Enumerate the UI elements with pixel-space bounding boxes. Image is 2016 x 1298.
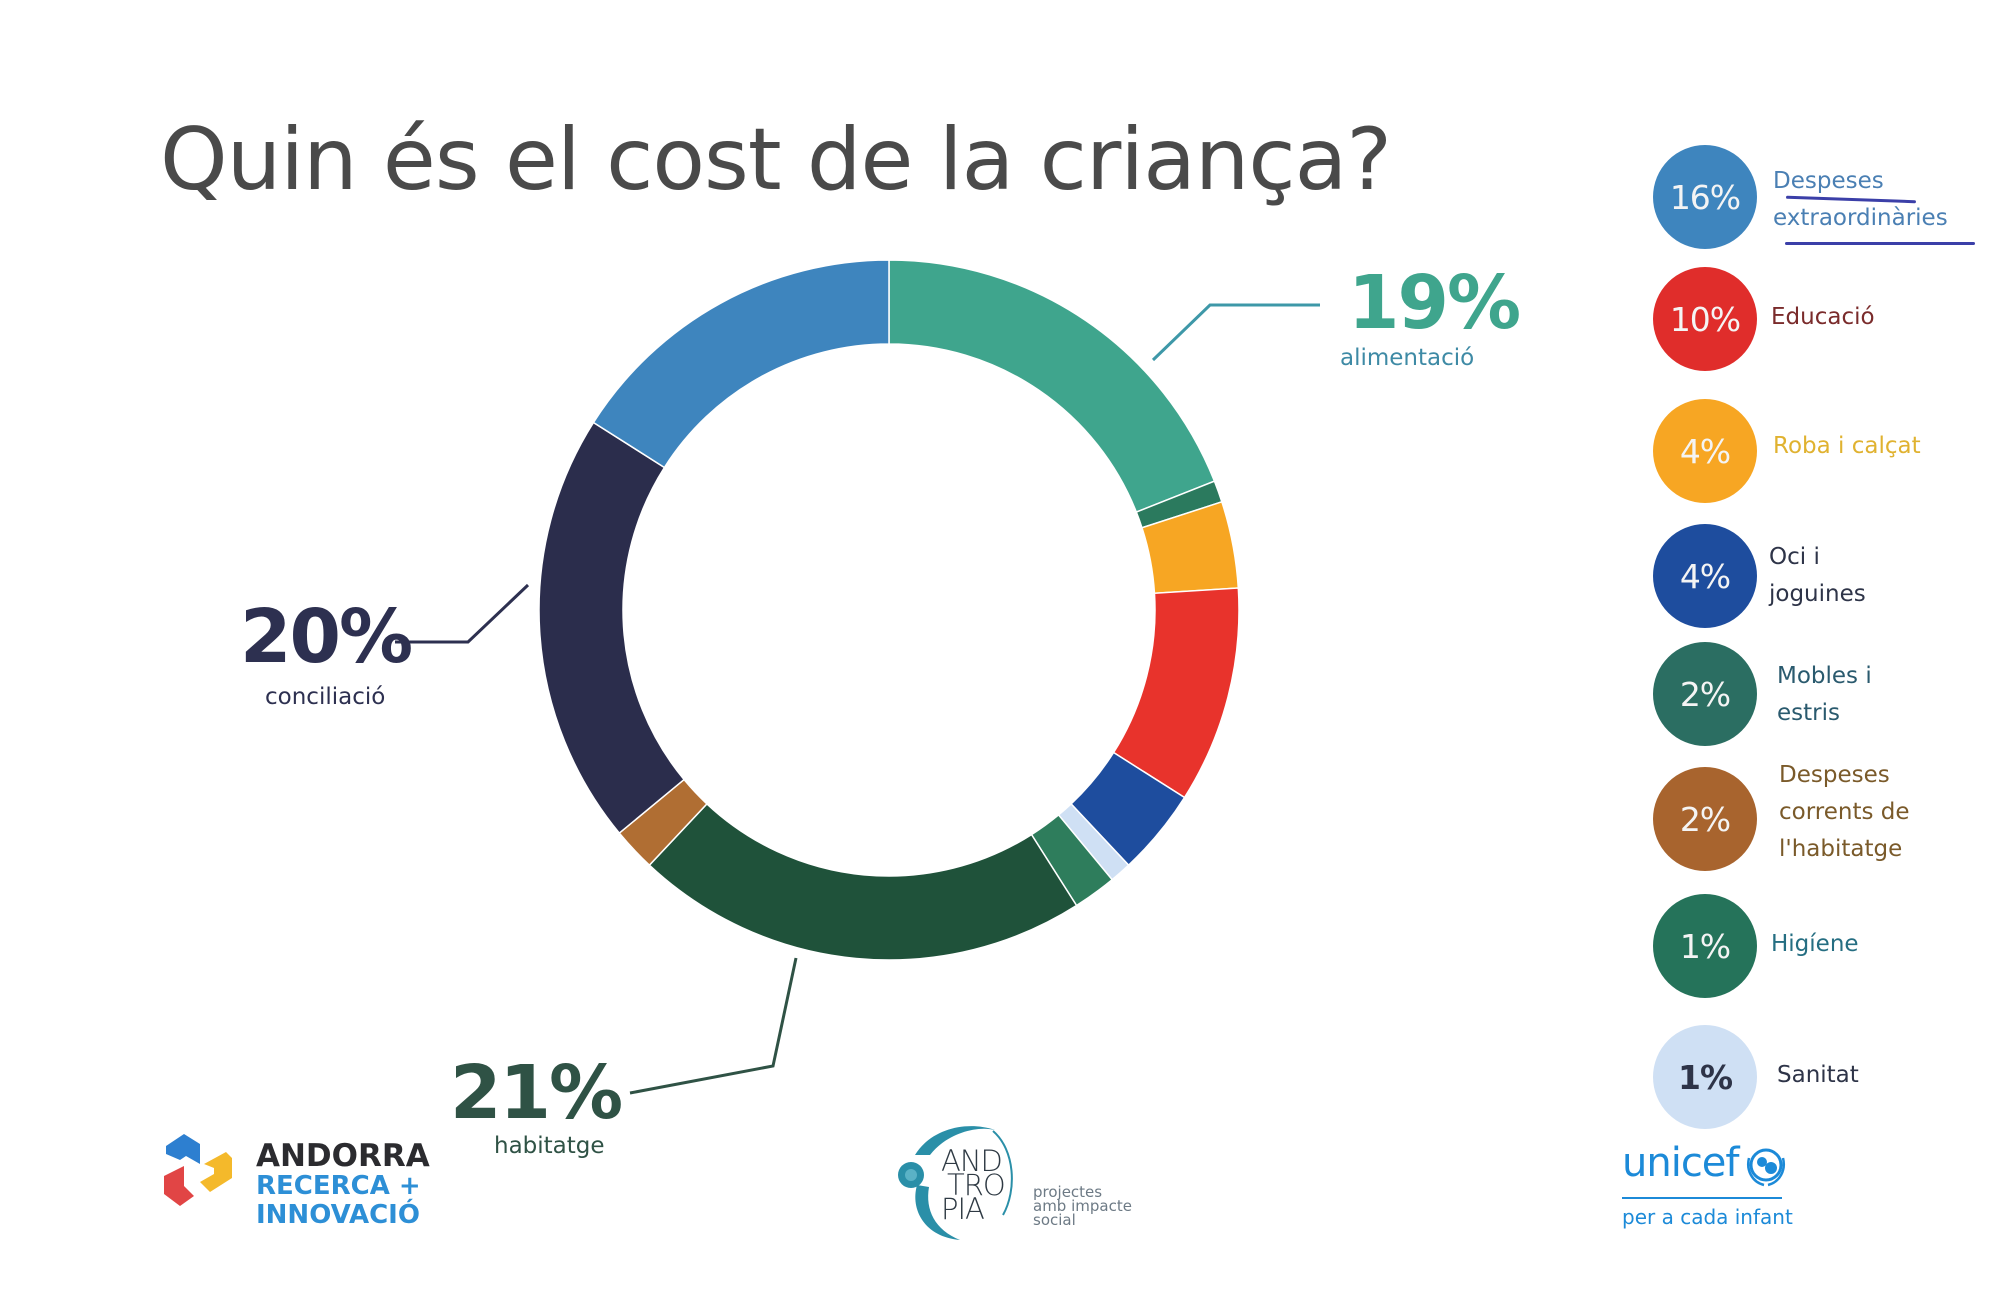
legend-dot: 4% bbox=[1653, 524, 1757, 628]
antropia-logo: AND TRO PIA projectes amb impacte social bbox=[885, 1115, 1185, 1245]
donut-slice-alimentacio bbox=[888, 259, 1216, 514]
callout-habitatge-pct: 21% bbox=[450, 1050, 623, 1136]
callout-conciliacio-label: conciliació bbox=[265, 684, 386, 710]
legend-dot: 16% bbox=[1653, 145, 1757, 249]
legend-item: 10% Educació bbox=[1653, 267, 1993, 377]
legend-item: 2% Mobles i estris bbox=[1653, 642, 1993, 752]
pen-underline bbox=[1785, 242, 1975, 245]
legend-label-line: Roba i calçat bbox=[1773, 433, 1921, 459]
legend-item: 2% Despeses corrents de l'habitatge bbox=[1653, 762, 1993, 885]
legend-pct: 10% bbox=[1669, 299, 1741, 339]
legend-dot: 4% bbox=[1653, 399, 1757, 503]
legend-dot: 1% bbox=[1653, 894, 1757, 998]
antropia-tagline: projectes amb impacte social bbox=[1033, 1183, 1132, 1229]
unicef-wordmark: unicef bbox=[1622, 1140, 1739, 1186]
legend-label-line: Despeses bbox=[1779, 762, 1890, 788]
legend-label-line: Sanitat bbox=[1777, 1062, 1859, 1088]
legend-label-line: joguines bbox=[1769, 581, 1866, 607]
legend-item: 4% Roba i calçat bbox=[1653, 399, 1993, 509]
andorra-mark-icon bbox=[164, 1134, 232, 1206]
legend-pct: 2% bbox=[1679, 799, 1731, 839]
legend-pct: 2% bbox=[1679, 674, 1731, 714]
legend-pct: 4% bbox=[1679, 431, 1731, 471]
legend-pct: 1% bbox=[1679, 926, 1731, 966]
andorra-recerca-innovacio-logo: ANDORRA RECERCA + INNOVACIÓ bbox=[160, 1130, 460, 1240]
legend-dot: 2% bbox=[1653, 767, 1757, 871]
unicef-tagline: per a cada infant bbox=[1622, 1205, 1793, 1229]
legend-label-line: Oci i bbox=[1769, 544, 1820, 570]
legend-label: Despeses extraordinàries bbox=[1773, 163, 1948, 237]
legend-label: Roba i calçat bbox=[1773, 428, 1921, 465]
antropia-tagline-line: amb impacte bbox=[1033, 1197, 1132, 1215]
legend-dot: 1% bbox=[1653, 1025, 1757, 1129]
legend-label-line: extraordinàries bbox=[1773, 205, 1948, 231]
leader-line-alimentacio bbox=[1151, 303, 1320, 362]
legend-item: 4% Oci i joguines bbox=[1653, 524, 1993, 634]
donut-slice-conciliacio bbox=[538, 421, 686, 835]
antropia-tagline-line: projectes bbox=[1033, 1183, 1103, 1201]
legend-label: Educació bbox=[1771, 299, 1875, 336]
legend-pct: 1% bbox=[1677, 1057, 1733, 1097]
callout-conciliacio-pct: 20% bbox=[240, 594, 413, 680]
legend-label: Oci i joguines bbox=[1769, 539, 1866, 613]
legend-dot: 2% bbox=[1653, 642, 1757, 746]
legend-label: Sanitat bbox=[1777, 1057, 1859, 1094]
legend-label-line: l'habitatge bbox=[1779, 836, 1903, 862]
legend-pct: 4% bbox=[1679, 556, 1731, 596]
donut-slice-extraordinaries bbox=[592, 259, 890, 469]
leader-line-habitatge bbox=[629, 957, 798, 1095]
legend-item: 1% Higíene bbox=[1653, 894, 1993, 1004]
legend-label: Despeses corrents de l'habitatge bbox=[1779, 757, 1910, 868]
legend-label-line: Despeses bbox=[1773, 168, 1884, 194]
legend-dot: 10% bbox=[1653, 267, 1757, 371]
unicef-emblem-icon bbox=[1747, 1148, 1785, 1187]
unicef-logo: unicef per a cada infant bbox=[1620, 1140, 1820, 1240]
antropia-word-line: TRO bbox=[947, 1168, 1006, 1202]
antropia-tagline-line: social bbox=[1033, 1211, 1076, 1229]
legend-label-line: estris bbox=[1777, 700, 1840, 726]
callout-habitatge-label: habitatge bbox=[494, 1133, 605, 1159]
antropia-word-line: AND bbox=[941, 1144, 1003, 1178]
legend-label: Higíene bbox=[1771, 926, 1859, 963]
legend-label-line: Mobles i bbox=[1777, 663, 1872, 689]
page-title: Quin és el cost de la criança? bbox=[160, 110, 1392, 210]
legend-label-line: corrents de bbox=[1779, 799, 1910, 825]
unicef-divider bbox=[1622, 1197, 1782, 1199]
legend-label: Mobles i estris bbox=[1777, 658, 1872, 732]
andorra-logo-line1: ANDORRA bbox=[256, 1138, 430, 1174]
antropia-swirl-icon bbox=[898, 1126, 1013, 1240]
antropia-word-line: PIA bbox=[941, 1192, 985, 1226]
callout-alimentacio-label: alimentació bbox=[1340, 345, 1475, 371]
legend-pct: 16% bbox=[1669, 177, 1741, 217]
legend-item: 1% Sanitat bbox=[1653, 1025, 1993, 1135]
legend-label-line: Higíene bbox=[1771, 931, 1859, 957]
antropia-wordmark: AND TRO PIA bbox=[941, 1144, 1006, 1226]
andorra-logo-line2: RECERCA + bbox=[256, 1171, 421, 1201]
donut-slice-habitatge bbox=[648, 802, 1078, 961]
legend-item: 16% Despeses extraordinàries bbox=[1653, 145, 1993, 255]
legend-label-line: Educació bbox=[1771, 304, 1875, 330]
andorra-logo-line3: INNOVACIÓ bbox=[256, 1200, 420, 1230]
leader-line-conciliacio bbox=[395, 583, 530, 644]
callout-alimentacio-pct: 19% bbox=[1348, 260, 1521, 346]
